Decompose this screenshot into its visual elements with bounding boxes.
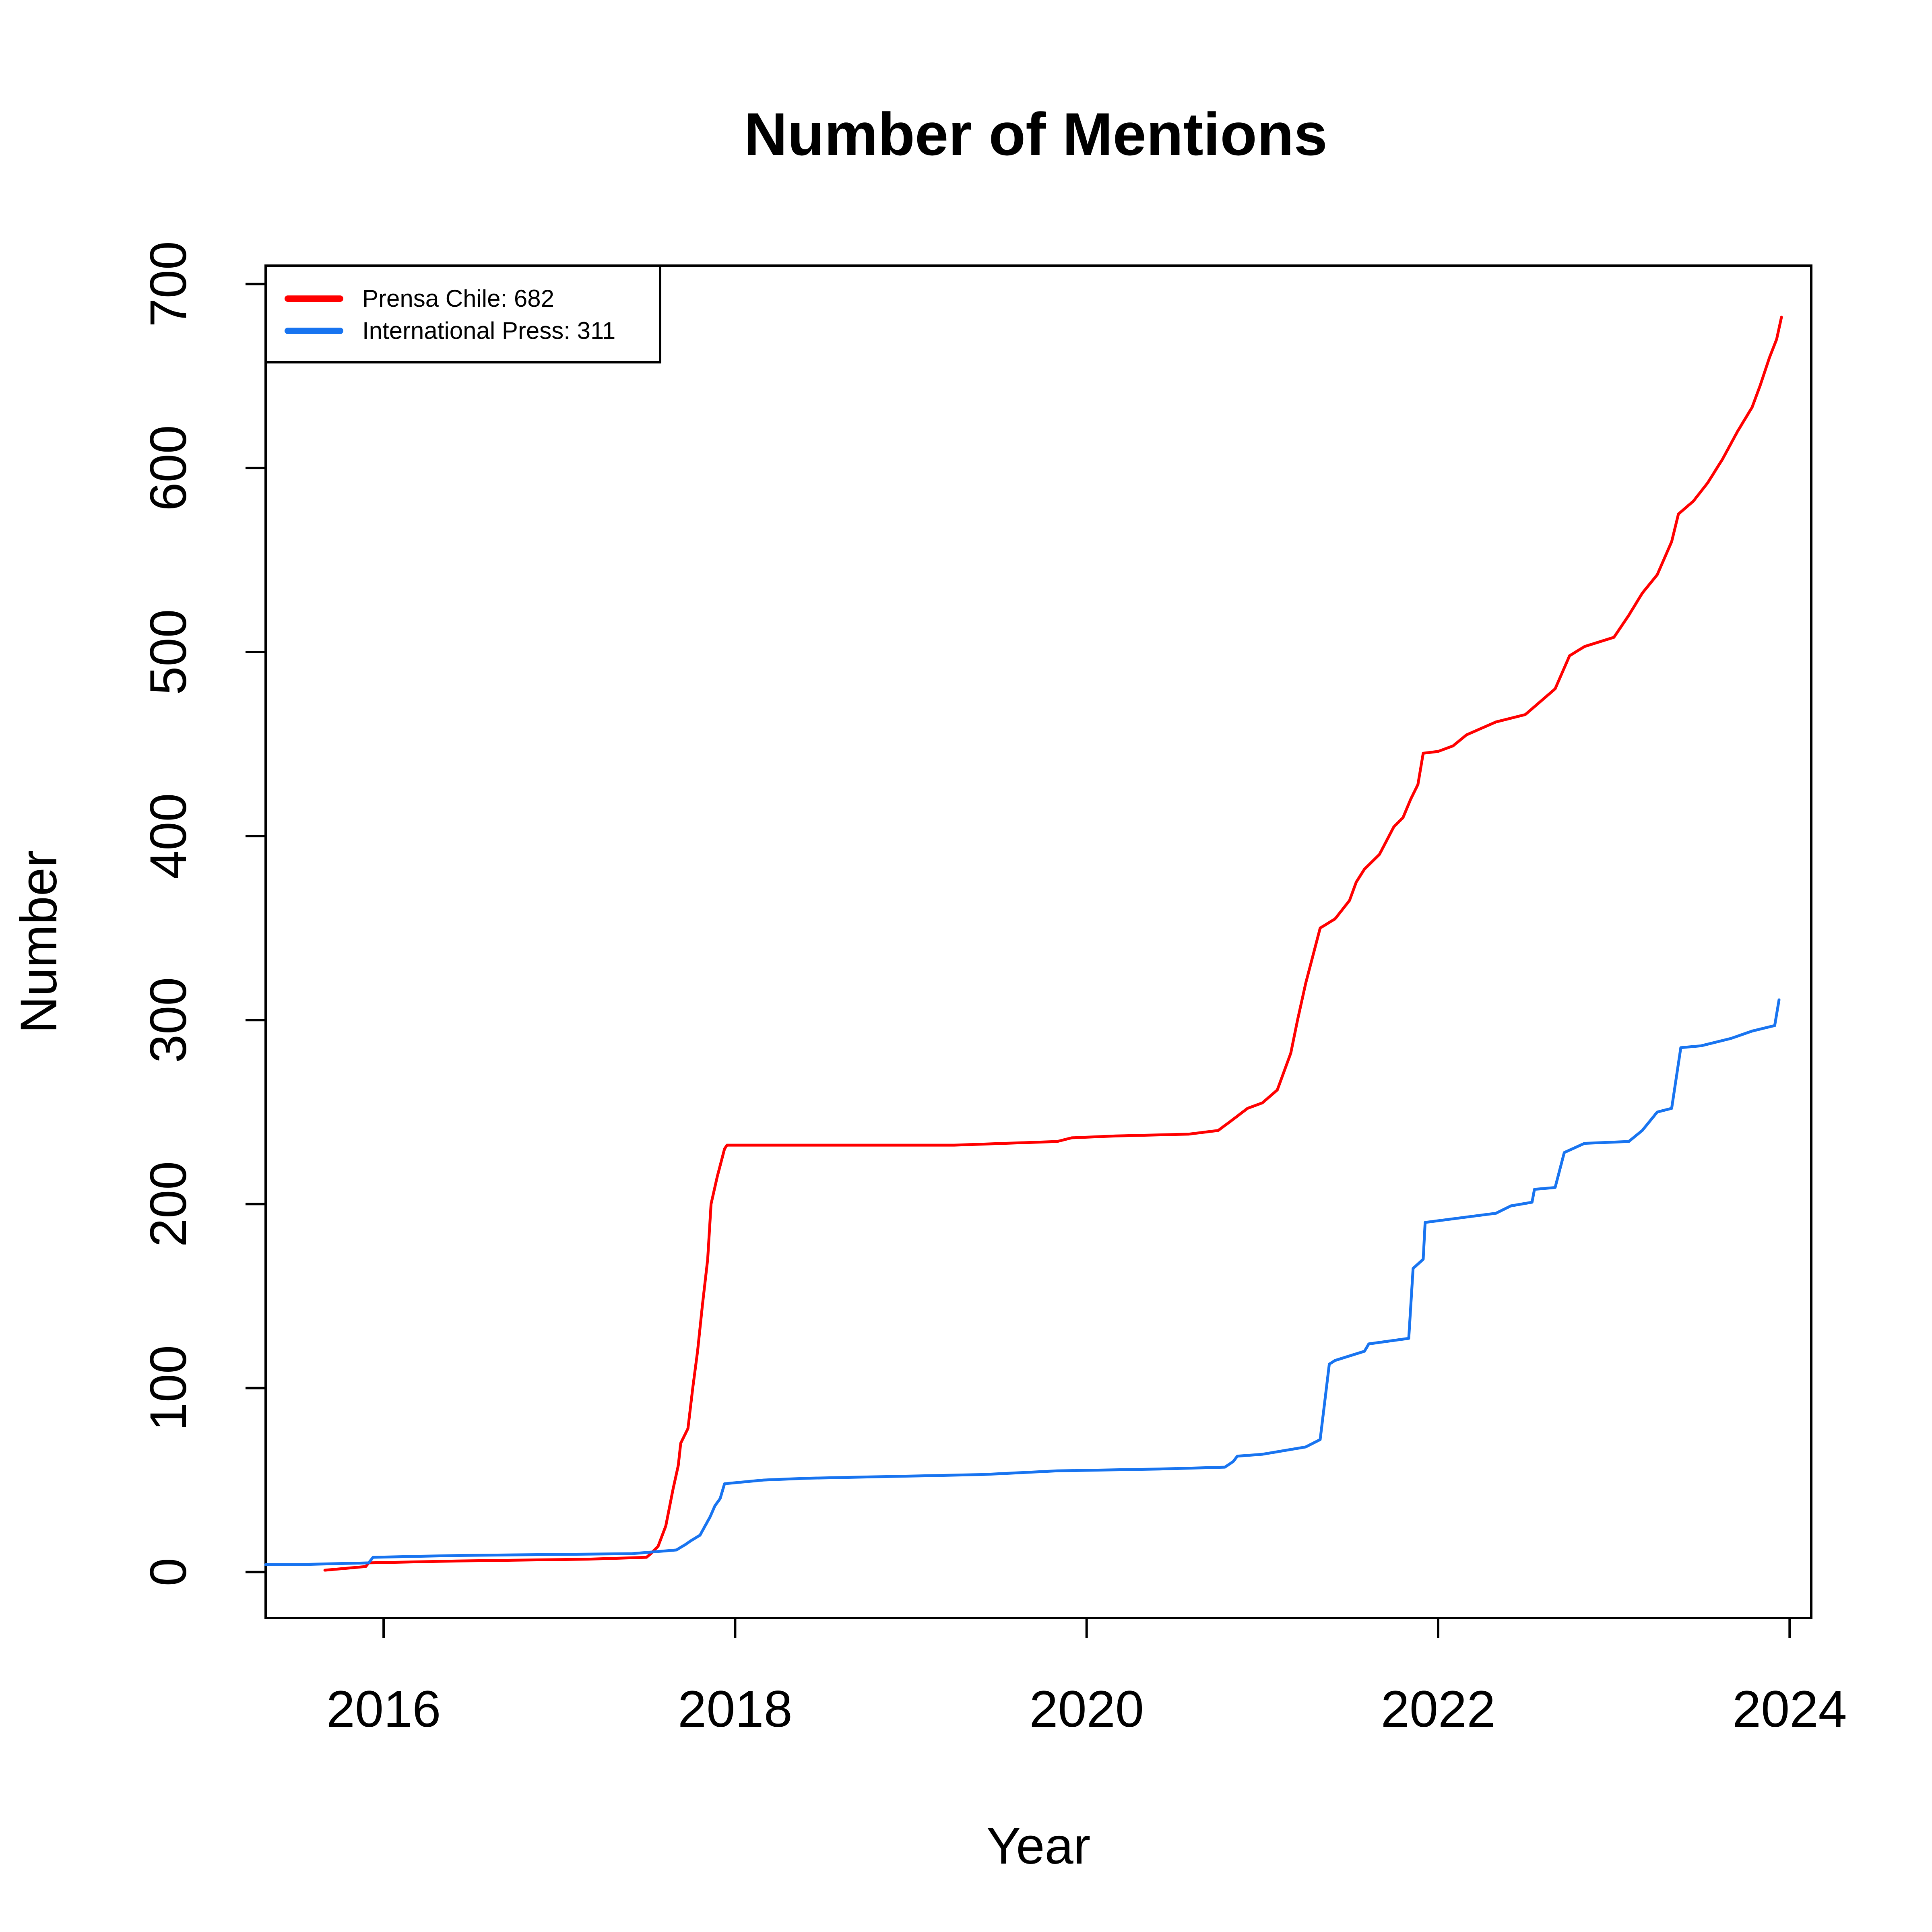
chart-title: Number of Mentions — [744, 100, 1327, 168]
x-tick-label-2022: 2022 — [1381, 1680, 1496, 1738]
x-tick-label-2024: 2024 — [1732, 1680, 1847, 1738]
legend-box — [264, 264, 661, 363]
x-axis: 2016 2018 2020 2022 2024 — [326, 1618, 1847, 1738]
y-tick-label-100: 100 — [140, 1345, 197, 1431]
plot-frame — [264, 264, 1812, 1619]
series-line-prensa-chile — [323, 316, 1783, 1572]
legend: Prensa Chile: 682 International Press: 3… — [264, 264, 661, 363]
y-axis: 0 100 200 300 400 500 600 700 — [140, 241, 266, 1586]
y-tick-label-200: 200 — [140, 1161, 197, 1247]
series-layer — [264, 316, 1783, 1572]
x-tick-label-2016: 2016 — [326, 1680, 441, 1738]
y-tick-label-500: 500 — [140, 609, 197, 695]
legend-label-international-press: International Press: 311 — [362, 317, 615, 344]
x-tick-label-2020: 2020 — [1029, 1680, 1144, 1738]
y-tick-label-300: 300 — [140, 977, 197, 1063]
y-tick-label-400: 400 — [140, 793, 197, 879]
x-tick-label-2018: 2018 — [678, 1680, 793, 1738]
legend-label-prensa-chile: Prensa Chile: 682 — [362, 285, 554, 312]
y-tick-label-0: 0 — [140, 1558, 197, 1586]
x-axis-label: Year — [987, 1817, 1091, 1875]
y-axis-label: Number — [10, 850, 68, 1033]
y-tick-label-700: 700 — [140, 241, 197, 327]
y-tick-label-600: 600 — [140, 425, 197, 511]
series-line-international-press — [264, 998, 1781, 1566]
